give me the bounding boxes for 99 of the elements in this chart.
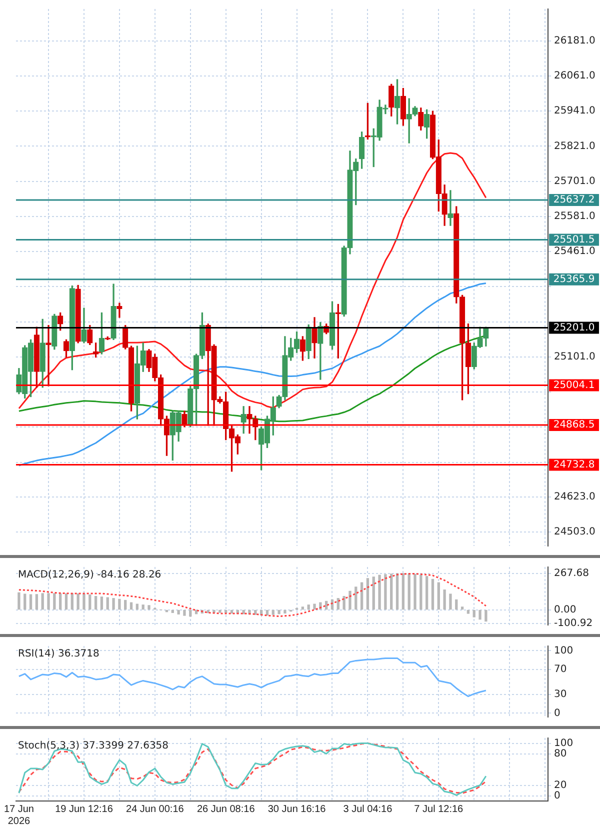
bar xyxy=(478,610,482,620)
bar xyxy=(278,610,280,614)
bar xyxy=(106,597,109,610)
y-tick-label: 26061.0 xyxy=(554,70,596,82)
y-tick-label: 267.68 xyxy=(554,568,589,580)
y-tick-label: 100 xyxy=(554,645,574,656)
y-tick-label: 80 xyxy=(554,748,567,760)
bar xyxy=(24,594,26,610)
bar xyxy=(88,594,92,610)
bar xyxy=(53,593,56,610)
bar xyxy=(396,573,399,610)
x-tick-label: 7 Jul 12:16 xyxy=(414,804,464,815)
bar xyxy=(402,573,405,610)
bar xyxy=(47,593,50,610)
chart-title: MACD(12,26,9) -84.16 28.26 xyxy=(18,570,162,581)
bar xyxy=(70,593,74,610)
bar xyxy=(183,610,186,616)
x-tick-label: 19 Jun 12:16 xyxy=(55,804,114,815)
bar xyxy=(449,594,452,610)
bar xyxy=(171,610,174,613)
bar xyxy=(29,594,32,610)
bar xyxy=(390,574,393,610)
bar xyxy=(378,574,381,610)
chart-title: Stoch(5,3,3) 37.3399 27.6358 xyxy=(18,740,169,752)
bar xyxy=(284,610,286,614)
y-tick-label: 25581.0 xyxy=(554,211,596,222)
x-tick-label: 24 Jun 00:16 xyxy=(126,804,184,815)
bar xyxy=(64,593,68,610)
ref-line-label: 24732.8 xyxy=(553,459,595,470)
bar xyxy=(82,594,86,610)
bar xyxy=(354,586,358,610)
bar xyxy=(431,578,434,610)
bar xyxy=(420,574,422,610)
ref-line-label: 25201.0 xyxy=(553,322,595,334)
y-tick-label: 24623.0 xyxy=(554,491,596,502)
bar xyxy=(348,590,352,610)
bar xyxy=(408,573,410,610)
bar xyxy=(484,610,488,622)
chart-title: RSI(14) 36.3718 xyxy=(18,648,100,660)
bar xyxy=(218,610,222,613)
y-tick-label: 30 xyxy=(554,689,567,700)
bar xyxy=(272,610,274,615)
candlestick xyxy=(246,406,252,434)
bar xyxy=(425,576,428,610)
ref-line-label: 25004.1 xyxy=(553,380,595,391)
ref-line-label: 25501.5 xyxy=(553,234,595,246)
bar xyxy=(366,578,370,610)
y-tick-label: 26181.0 xyxy=(554,35,596,46)
bar xyxy=(100,596,104,610)
y-tick-label: 100 xyxy=(554,738,574,749)
y-tick-label: 70 xyxy=(554,664,567,676)
bar xyxy=(307,604,310,610)
bar xyxy=(189,610,192,617)
bar xyxy=(313,604,316,610)
ref-line-label: 25637.2 xyxy=(553,194,595,206)
bar xyxy=(94,596,98,610)
bar xyxy=(148,605,150,610)
bar xyxy=(41,593,44,610)
y-tick-label: 0 xyxy=(554,708,560,719)
bar xyxy=(35,594,38,610)
y-tick-label: 20 xyxy=(554,780,567,791)
x-tick-label: 30 Jun 16:16 xyxy=(268,804,326,815)
y-tick-label: 0.00 xyxy=(554,604,576,616)
bar xyxy=(414,574,416,610)
bar xyxy=(360,582,364,610)
y-tick-label: 25821.0 xyxy=(554,140,596,152)
bar xyxy=(384,574,387,610)
bar xyxy=(177,610,180,614)
bar xyxy=(124,600,127,610)
x-tick-label: 26 Jun 08:16 xyxy=(196,804,256,815)
y-tick-label: 25461.0 xyxy=(554,246,596,258)
bar xyxy=(112,598,115,610)
bar xyxy=(472,610,476,618)
bar xyxy=(460,606,464,610)
bar xyxy=(76,593,80,610)
bar xyxy=(130,602,133,610)
bar xyxy=(342,596,346,610)
y-tick-label: 25941.0 xyxy=(554,106,596,117)
x-tick-label: 3 Jul 04:16 xyxy=(343,804,393,815)
bar xyxy=(118,598,121,610)
bar xyxy=(455,599,458,610)
y-tick-label: 25701.0 xyxy=(554,176,596,187)
bar xyxy=(142,604,144,610)
ref-line-label: 24868.5 xyxy=(553,420,595,431)
bar xyxy=(301,606,304,610)
bar xyxy=(466,610,470,614)
y-tick-label: -100.92 xyxy=(554,618,593,630)
bar xyxy=(443,589,446,610)
y-tick-label: 25101.0 xyxy=(554,352,596,363)
y-tick-label: 24503.0 xyxy=(554,526,596,538)
x-tick-label: 17 Jun 2026 xyxy=(4,804,34,827)
y-tick-label: 0 xyxy=(554,790,560,802)
ref-line-label: 25365.9 xyxy=(553,274,595,286)
bar xyxy=(59,593,62,610)
bar xyxy=(437,582,440,610)
candlestick xyxy=(448,190,454,226)
bar xyxy=(372,576,375,610)
bar xyxy=(18,592,20,610)
candlestick xyxy=(116,302,122,318)
